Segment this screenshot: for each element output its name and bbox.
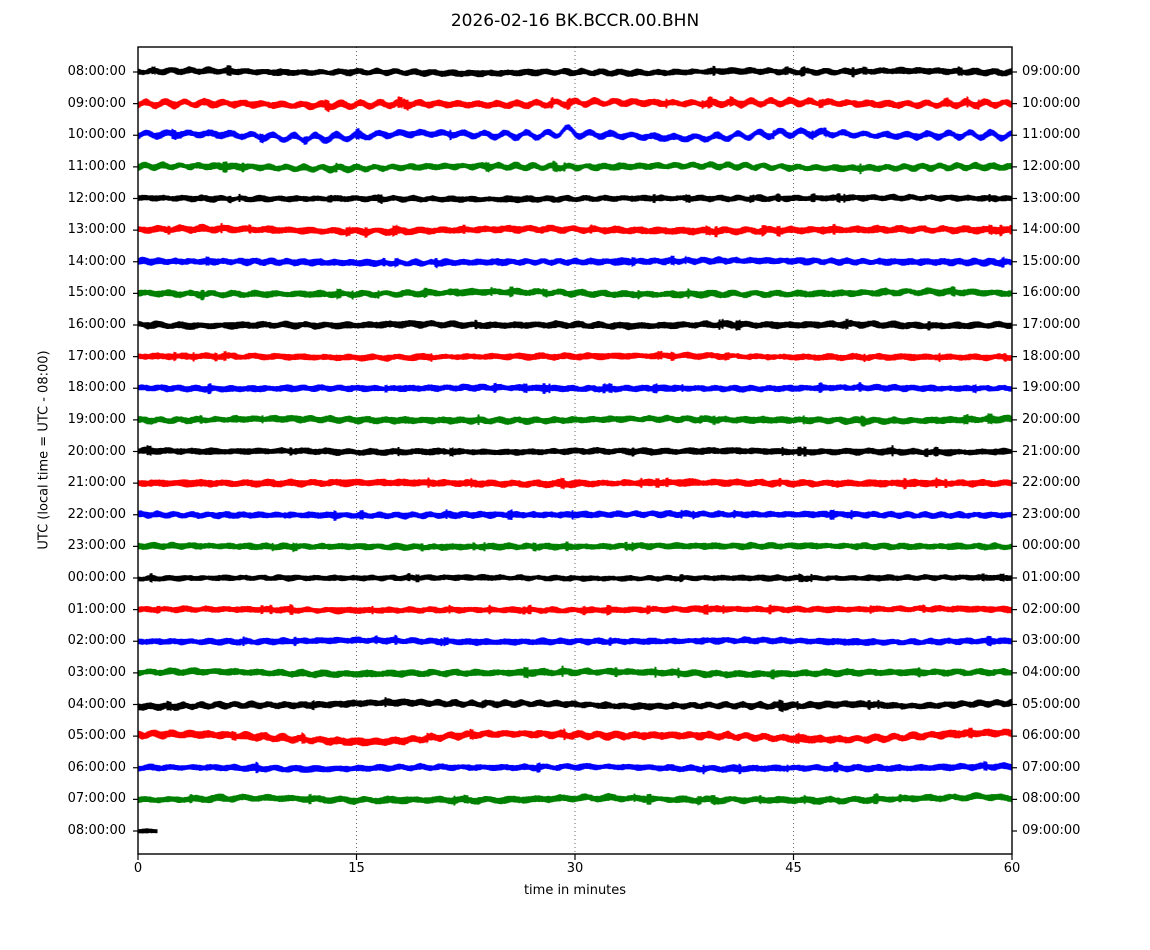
y-tick-label-right-2: 11:00:00 <box>1022 127 1081 143</box>
x-tick-label-30: 30 <box>566 861 584 876</box>
y-tick-label-left-18: 02:00:00 <box>67 633 126 649</box>
y-tick-label-right-10: 19:00:00 <box>1022 380 1081 396</box>
x-tick-label-45: 45 <box>785 861 802 876</box>
seismogram-trace-110000 <box>137 160 1013 175</box>
seismogram-trace-140000 <box>137 255 1013 269</box>
x-tick-label-60: 60 <box>1003 861 1021 876</box>
y-tick-label-right-24: 09:00:00 <box>1022 823 1081 838</box>
y-tick-label-right-1: 10:00:00 <box>1022 95 1081 111</box>
y-tick-label-right-15: 00:00:00 <box>1022 538 1081 554</box>
seismogram-trace-080000 <box>137 65 1013 78</box>
y-tick-label-left-19: 03:00:00 <box>67 664 126 680</box>
seismogram-trace-160000 <box>137 318 1013 331</box>
chart-title: 2026-02-16 BK.BCCR.00.BHN <box>450 11 700 31</box>
y-tick-label-right-22: 07:00:00 <box>1022 759 1081 775</box>
y-tick-label-left-23: 07:00:00 <box>67 791 126 807</box>
y-tick-label-left-3: 11:00:00 <box>67 158 126 174</box>
y-tick-label-left-22: 06:00:00 <box>67 759 126 775</box>
y-tick-label-left-9: 17:00:00 <box>67 348 126 364</box>
y-tick-label-right-23: 08:00:00 <box>1022 791 1081 807</box>
y-tick-label-left-24: 08:00:00 <box>67 823 126 838</box>
y-tick-label-right-5: 14:00:00 <box>1022 222 1081 238</box>
y-tick-label-left-13: 21:00:00 <box>67 475 126 491</box>
y-tick-label-left-1: 09:00:00 <box>67 95 126 111</box>
x-axis-label: time in minutes <box>523 883 627 898</box>
seismogram-trace-010000 <box>137 604 1013 616</box>
y-tick-label-left-5: 13:00:00 <box>67 222 126 238</box>
y-tick-label-left-16: 00:00:00 <box>67 570 126 585</box>
y-tick-label-left-21: 05:00:00 <box>67 728 126 744</box>
y-tick-label-right-12: 21:00:00 <box>1022 443 1081 459</box>
y-tick-label-right-8: 17:00:00 <box>1022 317 1081 332</box>
seismogram-trace-020000 <box>137 634 1013 647</box>
y-tick-label-left-2: 10:00:00 <box>67 127 126 143</box>
seismogram-trace-060000 <box>137 760 1013 775</box>
x-tick-label-0: 0 <box>133 861 143 876</box>
y-tick-label-left-10: 18:00:00 <box>67 380 126 396</box>
y-tick-label-left-4: 12:00:00 <box>67 190 126 206</box>
x-tick-label-15: 15 <box>348 861 365 876</box>
y-tick-label-left-20: 04:00:00 <box>67 696 126 712</box>
seismogram-trace-170000 <box>137 350 1013 363</box>
y-tick-label-right-7: 16:00:00 <box>1022 285 1081 301</box>
y-tick-label-right-3: 12:00:00 <box>1022 158 1081 174</box>
y-tick-label-left-14: 22:00:00 <box>67 506 126 522</box>
y-tick-label-left-7: 15:00:00 <box>67 285 126 301</box>
y-tick-label-right-4: 13:00:00 <box>1022 190 1081 206</box>
y-tick-label-right-20: 05:00:00 <box>1022 696 1081 712</box>
y-tick-label-left-11: 19:00:00 <box>67 411 126 427</box>
y-tick-label-left-0: 08:00:00 <box>67 64 126 79</box>
y-tick-label-left-8: 16:00:00 <box>67 317 126 332</box>
y-tick-label-right-13: 22:00:00 <box>1022 475 1081 491</box>
y-tick-label-right-19: 04:00:00 <box>1022 664 1081 680</box>
y-tick-label-right-18: 03:00:00 <box>1022 633 1081 649</box>
y-tick-label-right-14: 23:00:00 <box>1022 506 1081 522</box>
y-tick-label-right-6: 15:00:00 <box>1022 253 1081 269</box>
seismogram-trace-080000 <box>137 828 158 834</box>
seismogram-trace-150000 <box>137 286 1013 301</box>
y-tick-label-left-17: 01:00:00 <box>67 601 126 617</box>
y-tick-label-left-6: 14:00:00 <box>67 253 126 269</box>
y-tick-label-right-16: 01:00:00 <box>1022 570 1081 585</box>
seismogram-trace-090000 <box>137 96 1013 113</box>
y-tick-label-right-17: 02:00:00 <box>1022 601 1081 617</box>
seismogram-trace-000000 <box>137 573 1013 583</box>
y-tick-label-right-11: 20:00:00 <box>1022 411 1081 427</box>
y-tick-label-right-9: 18:00:00 <box>1022 348 1081 364</box>
y-tick-label-right-21: 06:00:00 <box>1022 728 1081 744</box>
y-tick-label-left-15: 23:00:00 <box>67 538 126 554</box>
y-tick-label-left-12: 20:00:00 <box>67 443 126 459</box>
y-tick-label-right-0: 09:00:00 <box>1022 64 1081 79</box>
seismogram-trace-120000 <box>137 193 1013 204</box>
